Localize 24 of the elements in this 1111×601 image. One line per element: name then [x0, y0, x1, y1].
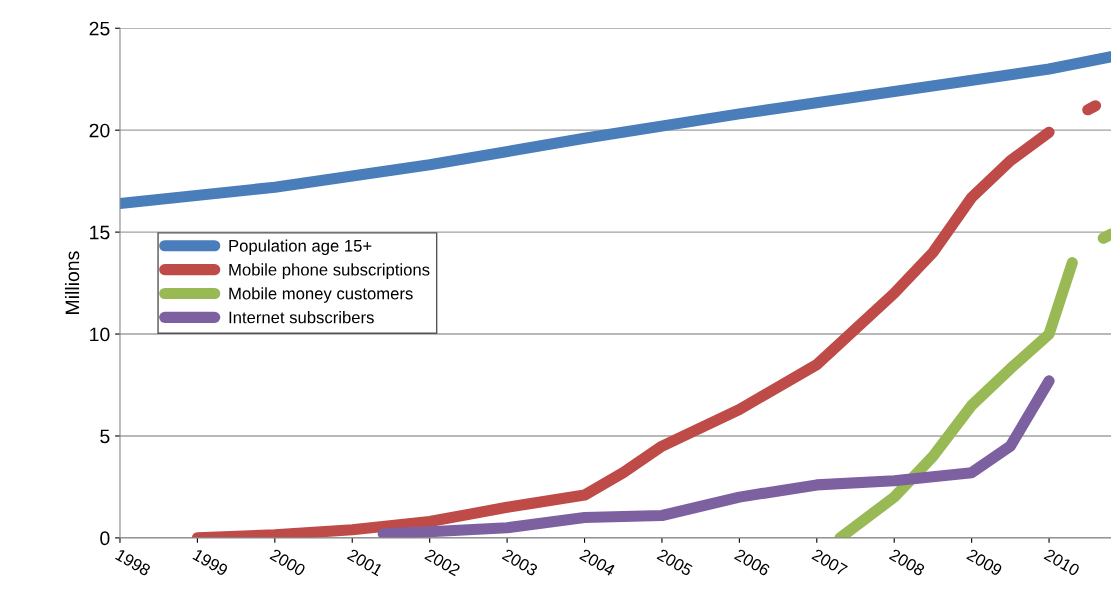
x-tick-label: 2009	[966, 548, 1003, 577]
legend-label: Internet subscribers	[229, 311, 374, 324]
y-tick-label: 5	[100, 429, 110, 444]
y-axis-title: Millions	[64, 251, 80, 314]
legend-label: Population age 15+	[229, 239, 372, 256]
legend-label: Mobile money customers	[229, 287, 413, 303]
x-tick-label: 2002	[424, 548, 461, 577]
x-tick-label: 2005	[656, 548, 694, 577]
x-tick-label: 2003	[501, 548, 539, 577]
x-tick-label: 2000	[269, 548, 307, 577]
y-tick-label: 25	[89, 21, 110, 36]
x-tick-label: 1998	[114, 548, 152, 577]
x-tick-label: 1999	[192, 548, 229, 577]
x-tick-label: 2010	[1043, 548, 1081, 577]
x-tick-label: 2006	[733, 548, 771, 577]
x-tick-label: 2004	[579, 548, 616, 577]
y-tick-label: 15	[90, 225, 110, 240]
x-tick-label: 2001	[346, 548, 384, 577]
y-tick-label: 10	[90, 327, 110, 342]
y-tick-label: 0	[100, 531, 110, 546]
x-tick-label: 2008	[888, 548, 926, 577]
y-tick-label: 20	[89, 123, 110, 138]
legend-label: Mobile phone subscriptions	[229, 263, 430, 279]
x-tick-label: 2007	[811, 548, 848, 577]
